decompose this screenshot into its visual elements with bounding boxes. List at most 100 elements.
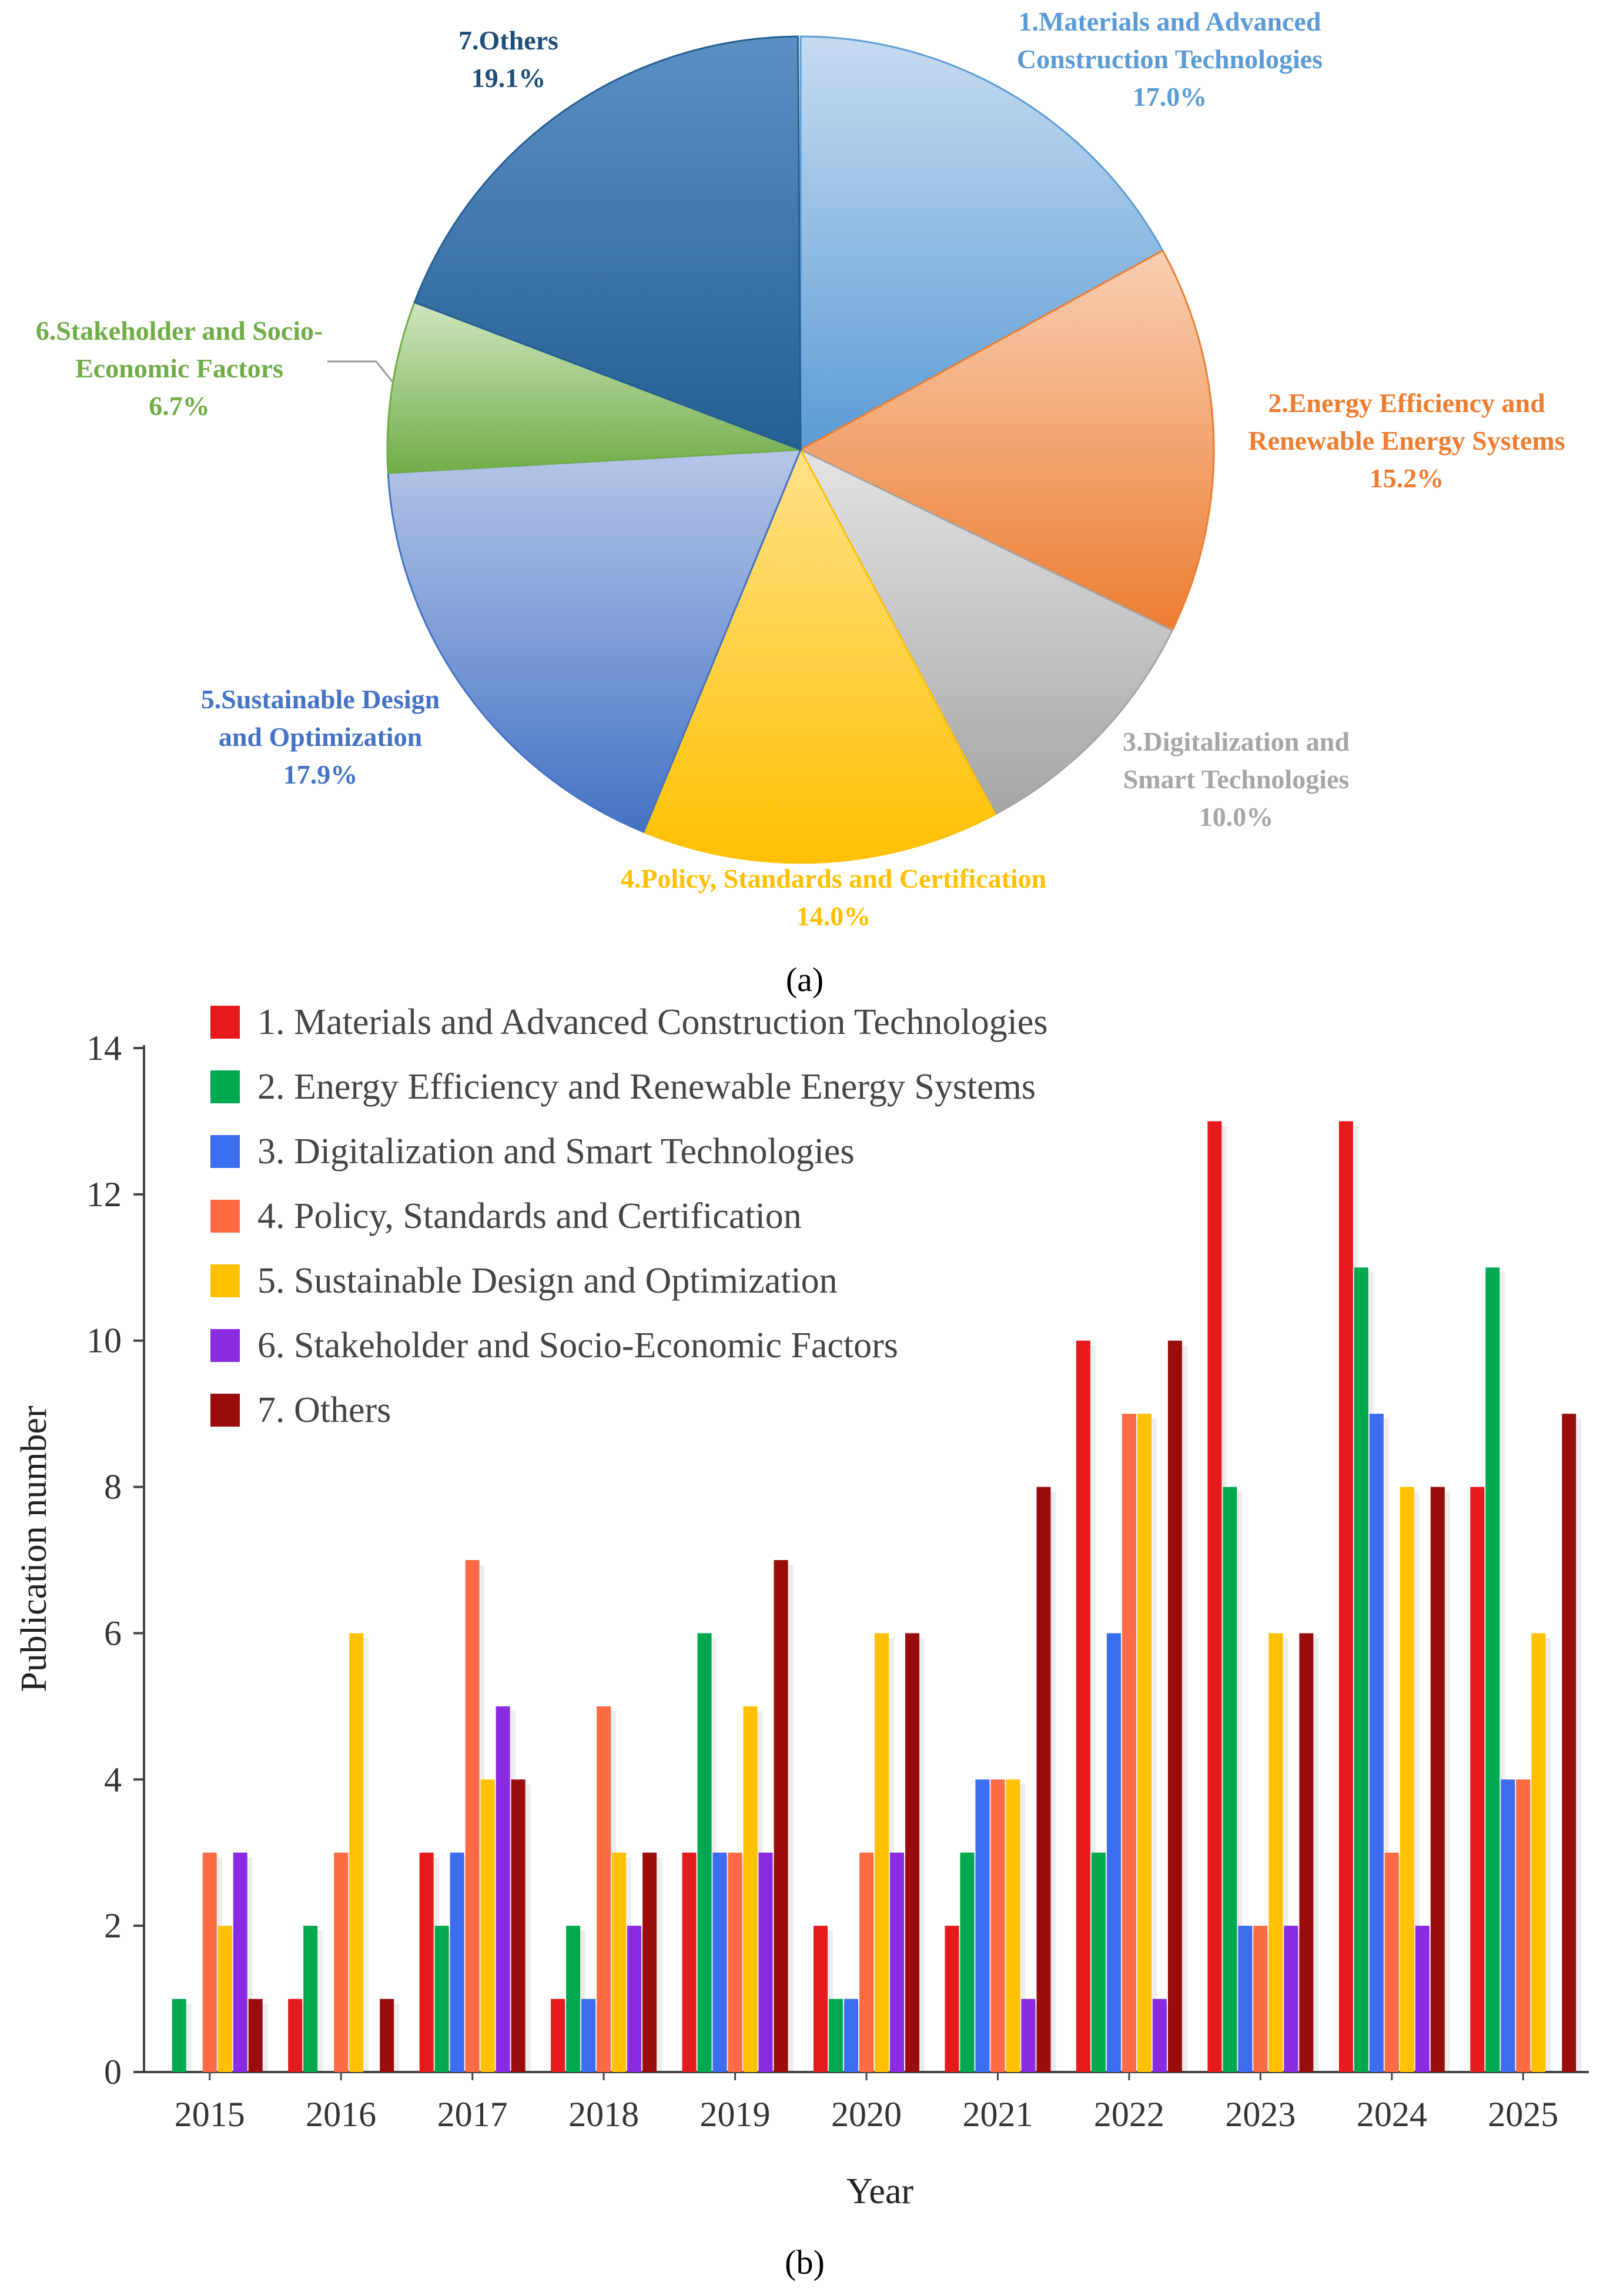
pie-label-7: 7.Others 19.1% [458, 25, 558, 93]
legend-swatch-2 [210, 1070, 240, 1103]
bar-2018-s1 [551, 1999, 565, 2072]
bar-shadow-2015-s2 [186, 2003, 192, 2072]
bar-2023-s4 [1253, 1926, 1268, 2072]
bar-2016-s5 [349, 1633, 364, 2072]
bar-2022-s1 [1076, 1340, 1090, 2072]
panel-b-label: (b) [785, 2243, 825, 2281]
bar-shadow-2016-s2 [317, 1930, 323, 2072]
pie-labels: 1.Materials and Advanced Construction Tec… [36, 6, 1565, 931]
bar-2022-s7 [1167, 1340, 1182, 2072]
bar-2023-s5 [1268, 1633, 1283, 2072]
bar-2019-s3 [712, 1852, 727, 2072]
bar-2020-s5 [875, 1633, 889, 2072]
bar-2017-s5 [480, 1779, 495, 2072]
bar-shadow-2025-s2 [1499, 1272, 1505, 2072]
legend: 1. Materials and Advanced Construction T… [210, 1002, 1047, 1430]
pie-label-6: 6.Stakeholder and Socio-Economic Factors… [36, 316, 323, 421]
bar-2021-s5 [1006, 1779, 1020, 2072]
y-tick-label-12: 12 [86, 1175, 122, 1214]
bar-2025-s3 [1501, 1779, 1515, 2072]
bar-shadow-2016-s5 [363, 1638, 369, 2072]
pie-slice-5 [387, 449, 802, 834]
pie-label-5: 5.Sustainable Design and Optimization 17.9… [201, 684, 440, 789]
bar-2021-s2 [960, 1852, 975, 2072]
bar-2021-s4 [990, 1779, 1005, 2072]
x-tick-label-2018: 2018 [568, 2095, 639, 2134]
bar-shadow-2025-s5 [1545, 1638, 1551, 2072]
bar-shadow-2023-s7 [1313, 1638, 1319, 2072]
bar-2021-s1 [945, 1926, 959, 2072]
x-tick-label-2016: 2016 [306, 2095, 376, 2134]
bar-2016-s2 [303, 1926, 318, 2072]
bar-2022-s2 [1091, 1852, 1106, 2072]
bar-2025-s2 [1485, 1267, 1500, 2072]
pie-slice-4 [642, 447, 996, 864]
x-tick-label-2024: 2024 [1357, 2095, 1427, 2134]
bar-shadow-2022-s5 [1151, 1418, 1157, 2072]
bar-2022-s5 [1137, 1414, 1152, 2072]
x-tick-label-2023: 2023 [1225, 2095, 1296, 2134]
x-tick-label-2015: 2015 [175, 2095, 245, 2134]
bar-2019-s7 [774, 1560, 788, 2072]
bar-shadow-2017-s7 [525, 1784, 531, 2072]
bar-2020-s6 [890, 1852, 904, 2072]
bar-shadow-2015-s7 [262, 2003, 268, 2072]
bar-2024-s6 [1415, 1926, 1430, 2072]
legend-label-1: 1. Materials and Advanced Construction T… [257, 1002, 1047, 1042]
pie-label-1: 1.Materials and Advanced Construction Tec… [1017, 6, 1323, 112]
bar-2020-s2 [829, 1999, 843, 2072]
bar-2021-s3 [975, 1779, 990, 2072]
bar-2024-s7 [1430, 1487, 1445, 2072]
bar-2023-s1 [1207, 1121, 1222, 2072]
pie-slice-6 [386, 301, 801, 474]
pie-chart: 1.Materials and Advanced Construction Tec… [36, 6, 1565, 931]
x-tick-label-2025: 2025 [1488, 2095, 1558, 2134]
bar-2024-s5 [1400, 1487, 1414, 2072]
bar-2025-s7 [1562, 1414, 1576, 2072]
legend-swatch-7 [210, 1394, 240, 1427]
bar-2015-s6 [233, 1852, 247, 2072]
bar-2018-s3 [581, 1999, 596, 2072]
bar-2018-s4 [597, 1706, 611, 2072]
legend-swatch-3 [210, 1135, 240, 1168]
bar-2016-s4 [334, 1852, 349, 2072]
leader-line-6 [327, 360, 394, 383]
bar-2023-s7 [1299, 1633, 1314, 2072]
legend-label-4: 4. Policy, Standards and Certification [257, 1196, 802, 1236]
bar-2019-s5 [743, 1706, 758, 2072]
panel-a-label: (a) [786, 960, 824, 999]
bar-shadow-2022-s7 [1181, 1345, 1187, 2072]
x-tick-label-2021: 2021 [962, 2095, 1033, 2134]
bar-2022-s4 [1122, 1414, 1136, 2072]
bar-2017-s2 [434, 1926, 449, 2072]
bar-2020-s3 [844, 1999, 858, 2072]
bar-chart: 0 2 4 6 8 10 12 14 2015 2016 2017 2018 2019 2020 2021… [14, 1002, 1589, 2211]
bar-2023-s6 [1284, 1926, 1298, 2072]
bar-2017-s4 [465, 1560, 480, 2072]
bar-2018-s5 [612, 1852, 627, 2072]
bar-2015-s2 [172, 1999, 186, 2072]
x-tick-label-2020: 2020 [831, 2095, 902, 2134]
x-axis-title: Year [846, 2171, 914, 2211]
bar-2019-s2 [697, 1633, 712, 2072]
bar-shadow-2025-s7 [1576, 1418, 1582, 2072]
x-tick-label-2017: 2017 [437, 2095, 508, 2134]
bar-shadow-2021-s7 [1050, 1491, 1056, 2072]
bar-2017-s1 [419, 1852, 434, 2072]
bar-shadow-2023-s5 [1283, 1638, 1288, 2072]
bar-2021-s6 [1021, 1999, 1036, 2072]
bar-2024-s3 [1369, 1414, 1384, 2072]
pie-slice-1 [799, 35, 1164, 451]
bar-2018-s7 [642, 1852, 657, 2072]
legend-label-2: 2. Energy Efficiency and Renewable Energ… [257, 1067, 1036, 1107]
bar-shadow-2024-s3 [1383, 1418, 1389, 2072]
pie-slices [386, 35, 1215, 864]
y-tick-label-14: 14 [86, 1029, 122, 1067]
bar-shadow-2019-s7 [788, 1565, 794, 2072]
bar-2025-s1 [1470, 1487, 1485, 2072]
y-tick-label-6: 6 [104, 1614, 122, 1652]
bar-2019-s6 [758, 1852, 773, 2072]
legend-swatch-1 [210, 1006, 240, 1039]
bar-2015-s5 [217, 1926, 232, 2072]
